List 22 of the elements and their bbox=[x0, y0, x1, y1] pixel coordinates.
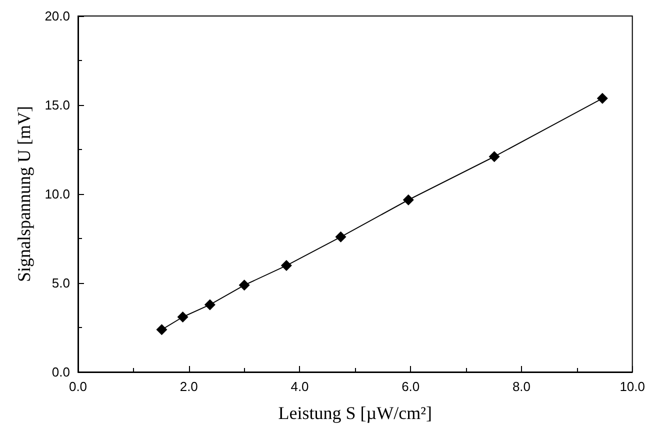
point bbox=[488, 151, 500, 162]
point bbox=[280, 260, 292, 272]
point bbox=[402, 194, 414, 206]
point bbox=[335, 231, 346, 242]
x-tick-label: 2.0 bbox=[180, 379, 198, 394]
x-tick-label: 6.0 bbox=[402, 379, 420, 394]
point bbox=[596, 92, 608, 104]
x-tick-label: 8.0 bbox=[512, 379, 531, 394]
y-tick-label: 10.0 bbox=[44, 186, 70, 202]
x-axis-title: Leistung S [µW/cm²] bbox=[278, 403, 432, 423]
x-tick-label: 0.0 bbox=[68, 379, 88, 394]
y-tick-label: 20.0 bbox=[44, 8, 70, 24]
x-tick-label: 10.0 bbox=[620, 379, 646, 394]
x-tick-label: 4.0 bbox=[290, 379, 309, 394]
point bbox=[156, 324, 168, 336]
y-tick-label: 5.0 bbox=[52, 276, 70, 290]
point bbox=[177, 312, 188, 322]
y-tick-label: 15.0 bbox=[44, 98, 70, 112]
point bbox=[238, 280, 250, 291]
y-axis-title: Signalspannung U [mV] bbox=[14, 106, 34, 282]
point bbox=[204, 299, 216, 310]
y-tick-label: 0.0 bbox=[52, 364, 70, 380]
